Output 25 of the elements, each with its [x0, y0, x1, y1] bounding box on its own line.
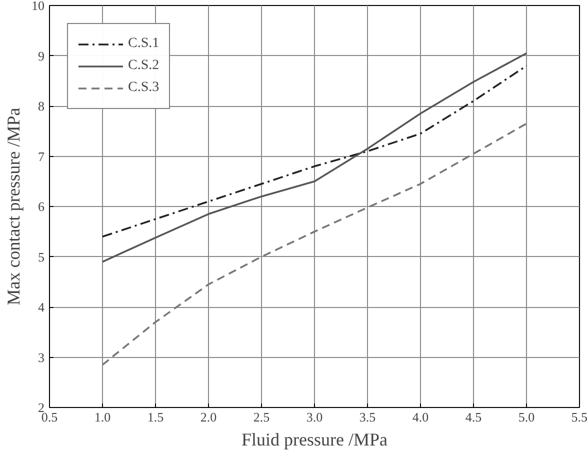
- x-tick-label: 2.5: [253, 410, 270, 424]
- x-tick-label: 3.5: [359, 410, 376, 424]
- x-tick-label: 1.0: [94, 410, 111, 424]
- x-tick-label: 5.5: [571, 410, 587, 424]
- x-tick-label: 4.0: [412, 410, 429, 424]
- line-series: [102, 52, 528, 263]
- y-axis-title: Max contact pressure /MPa: [4, 108, 24, 306]
- y-tick-label: 3: [38, 350, 44, 365]
- y-tick-label: 10: [32, 0, 44, 13]
- legend-label: C.S.2: [128, 58, 160, 74]
- x-tick-label: 2.0: [200, 410, 217, 424]
- y-tick-label: 4: [38, 300, 45, 314]
- legend-label: C.S.1: [128, 36, 160, 52]
- y-tick-label: 8: [38, 98, 44, 114]
- legend-label: C.S.3: [128, 80, 160, 96]
- y-tick-label: 5: [38, 249, 44, 264]
- y-tick-label: 7: [38, 148, 45, 164]
- x-tick-label: 3.0: [306, 410, 323, 424]
- x-tick-label: 4.5: [465, 410, 482, 424]
- x-tick-label: 5.0: [518, 410, 535, 424]
- x-axis-title: Fluid pressure /MPa: [242, 430, 388, 450]
- y-tick-label: 9: [38, 48, 44, 64]
- x-tick-label: 1.5: [147, 410, 164, 424]
- y-tick-label: 6: [38, 199, 45, 214]
- line-series: [102, 122, 528, 366]
